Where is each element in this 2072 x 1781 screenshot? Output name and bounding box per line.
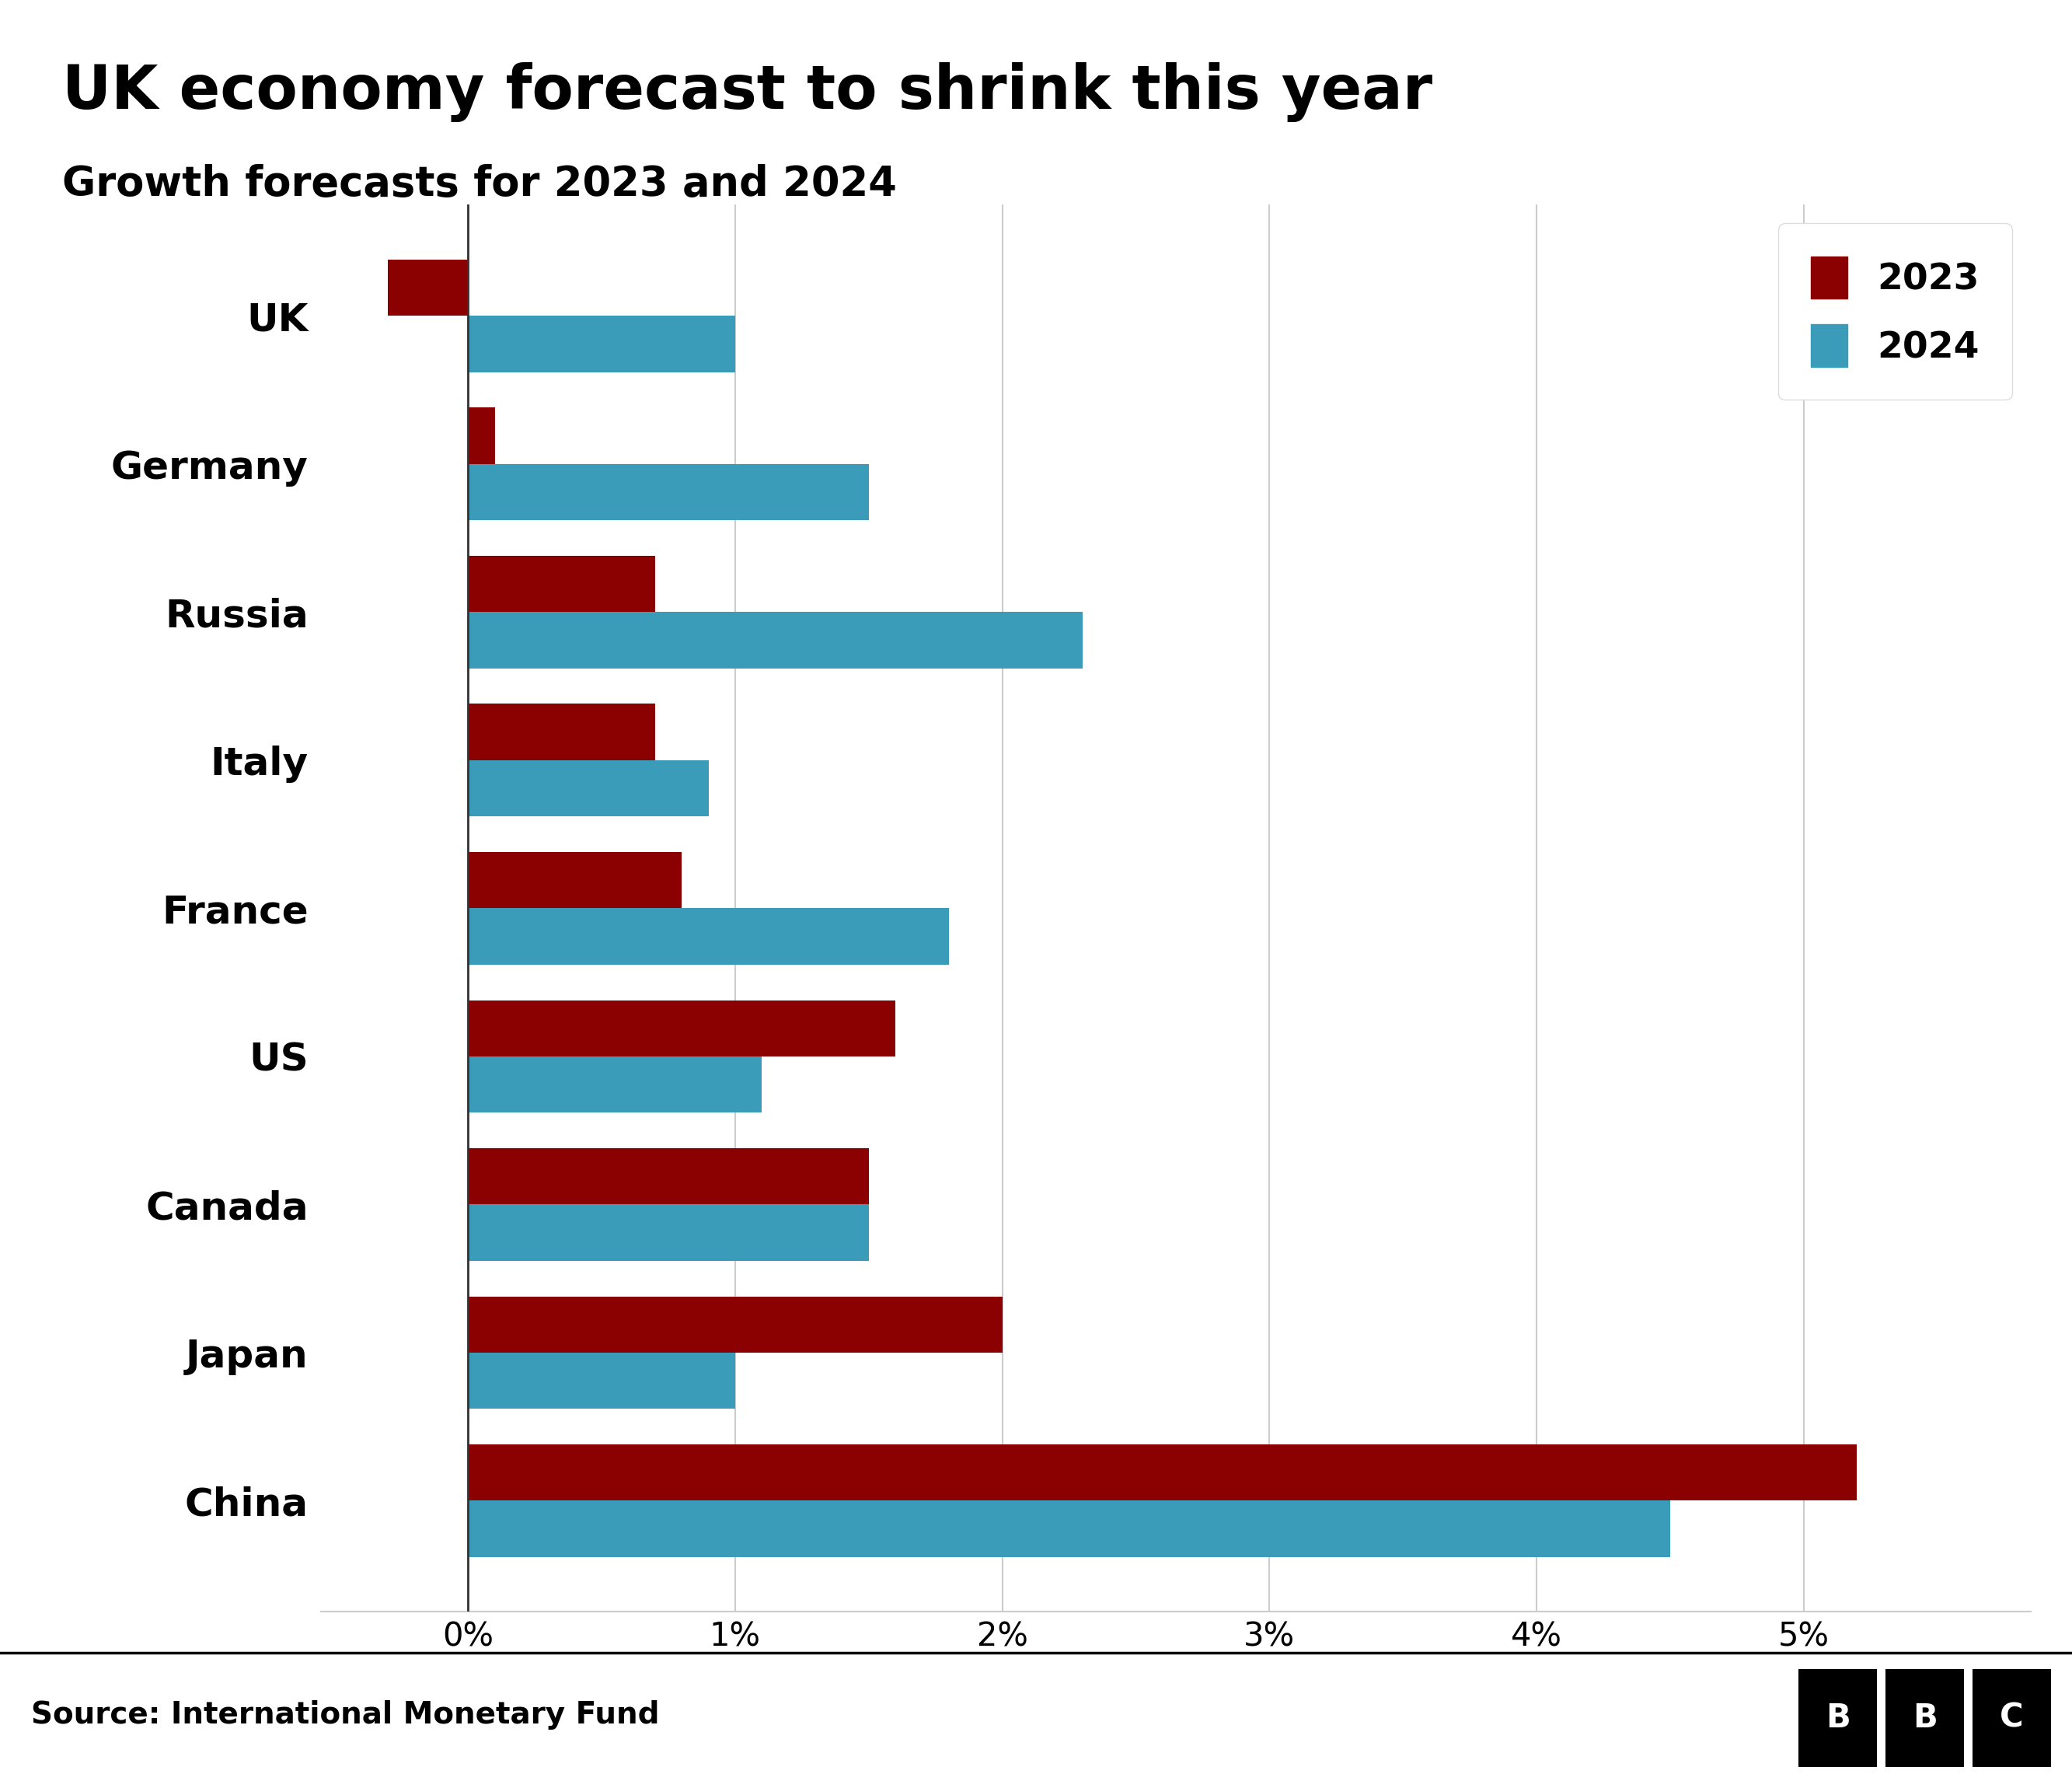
Bar <box>468 1204 868 1261</box>
Bar <box>468 1352 736 1409</box>
Bar <box>468 908 949 965</box>
Bar <box>387 260 468 315</box>
Bar <box>468 1001 895 1056</box>
Bar <box>468 1501 1670 1557</box>
Text: B: B <box>1825 1701 1850 1735</box>
Text: C: C <box>1999 1701 2024 1735</box>
Bar <box>468 760 709 816</box>
Text: Source: International Monetary Fund: Source: International Monetary Fund <box>31 1701 659 1729</box>
Text: B: B <box>1912 1701 1937 1735</box>
Bar <box>468 465 868 520</box>
Bar <box>468 1444 1857 1501</box>
Bar <box>468 408 495 465</box>
Bar <box>468 613 1082 668</box>
Legend: 2023, 2024: 2023, 2024 <box>1778 223 2012 399</box>
Text: UK economy forecast to shrink this year: UK economy forecast to shrink this year <box>62 62 1432 123</box>
Bar <box>468 556 655 613</box>
Bar <box>468 1056 762 1113</box>
Bar <box>468 851 682 908</box>
Bar <box>468 1297 1003 1352</box>
Bar <box>468 315 736 372</box>
Text: Growth forecasts for 2023 and 2024: Growth forecasts for 2023 and 2024 <box>62 164 897 205</box>
Bar <box>468 1149 868 1204</box>
Bar <box>468 703 655 760</box>
